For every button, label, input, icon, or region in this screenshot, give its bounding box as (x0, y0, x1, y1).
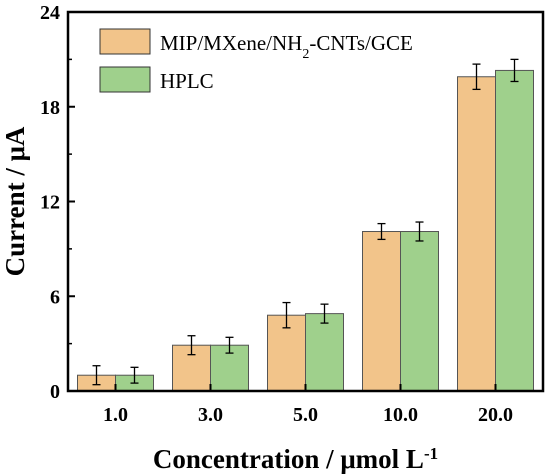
legend-label-hplc: HPLC (160, 69, 214, 93)
x-tick-label-0: 1.0 (103, 404, 128, 426)
y-tick-label-0: 0 (50, 381, 60, 403)
x-axis-title: Concentration / μmol L-1 (153, 444, 438, 475)
bar-s1-4 (495, 69, 534, 392)
legend-label-mip-main: MIP/MXene/NH (160, 31, 302, 55)
legend-label-mip-rest: -CNTs/GCE (309, 31, 413, 55)
legend: MIP/MXene/NH2-CNTs/GCE HPLC (99, 28, 413, 93)
x-tick-label-4: 20.0 (478, 404, 513, 426)
y-tick-label-4: 24 (40, 2, 60, 24)
bars-layer (77, 69, 534, 392)
x-tick-label-1: 3.0 (198, 404, 223, 426)
y-tick-label-1: 6 (50, 286, 60, 308)
legend-label-mip: MIP/MXene/NH2-CNTs/GCE (160, 31, 413, 62)
bar-s1-2 (305, 313, 344, 392)
ticks-layer: 0 6 12 18 24 1.0 3.0 5.0 10.0 20.0 (40, 2, 513, 426)
legend-swatch-mip (99, 28, 151, 55)
y-tick-label-3: 18 (40, 97, 60, 119)
x-axis-title-main: Concentration / μmol L (153, 444, 424, 474)
y-axis-title: Current / μA (0, 126, 30, 276)
bar-s0-3 (362, 231, 401, 392)
x-axis-title-superscript: -1 (424, 444, 438, 463)
legend-label-mip-subscript: 2 (302, 47, 309, 62)
error-bars-layer (92, 58, 519, 386)
bar-s1-3 (400, 231, 439, 392)
x-tick-label-2: 5.0 (293, 404, 318, 426)
y-tick-label-2: 12 (40, 192, 60, 214)
legend-swatch-hplc (99, 66, 151, 93)
bar-s0-4 (457, 76, 496, 392)
x-tick-label-3: 10.0 (383, 404, 418, 426)
